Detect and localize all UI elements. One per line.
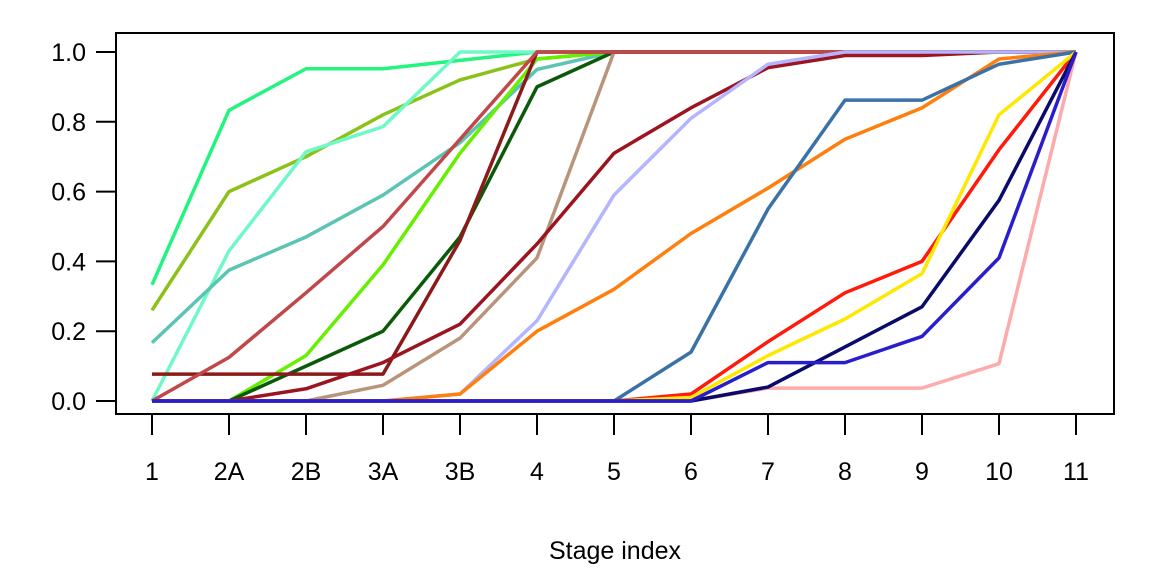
series-line-10 (152, 50, 1076, 403)
series-line-9 (151, 50, 1076, 403)
y-tick-label: 0.0 (51, 388, 86, 416)
series-line-1 (150, 50, 1076, 286)
y-tick-label: 0.4 (51, 248, 86, 276)
series-line-8 (152, 50, 1076, 376)
x-tick-label: 4 (530, 458, 544, 486)
series-line-3 (150, 50, 1076, 402)
x-tick-label: 11 (1063, 458, 1089, 486)
x-tick-label: 3A (368, 458, 399, 486)
series-line-5 (152, 50, 1076, 403)
x-tick-label: 9 (915, 458, 929, 486)
x-tick-label: 3B (445, 458, 476, 486)
series-line-14 (152, 51, 1078, 403)
series-line-11 (152, 50, 1076, 403)
series-line-12 (152, 50, 1077, 403)
series-line-6 (152, 50, 1076, 403)
x-tick-label: 10 (985, 458, 1013, 486)
x-tick-label: 2A (214, 458, 245, 486)
y-tick-label: 0.6 (51, 179, 86, 207)
x-tick-label: 7 (761, 458, 775, 486)
x-axis-label: Stage index (549, 537, 682, 565)
y-tick-label: 0.2 (51, 318, 86, 346)
series-line-17 (152, 51, 1078, 403)
x-tick-label: 8 (838, 458, 852, 486)
series-line-2 (150, 50, 1076, 312)
x-tick-label: 6 (684, 458, 698, 486)
series-line-7 (152, 50, 1076, 403)
x-tick-label: 1 (145, 458, 159, 486)
y-tick-label: 1.0 (51, 39, 86, 67)
series-layer (150, 50, 1078, 403)
y-tick-label: 0.8 (51, 109, 86, 137)
series-line-16 (152, 50, 1078, 403)
series-line-15 (152, 50, 1078, 403)
series-line-13 (152, 50, 1077, 403)
series-line-18 (152, 51, 1078, 403)
x-tick-label: 5 (607, 458, 621, 486)
x-tick-label: 2B (291, 458, 322, 486)
axes: 1 2A 2B 3A 3B 4 5 6 7 8 9 10 11 0.0 0.2 0.4 0.6 0.8 1.0 (51, 39, 1089, 486)
